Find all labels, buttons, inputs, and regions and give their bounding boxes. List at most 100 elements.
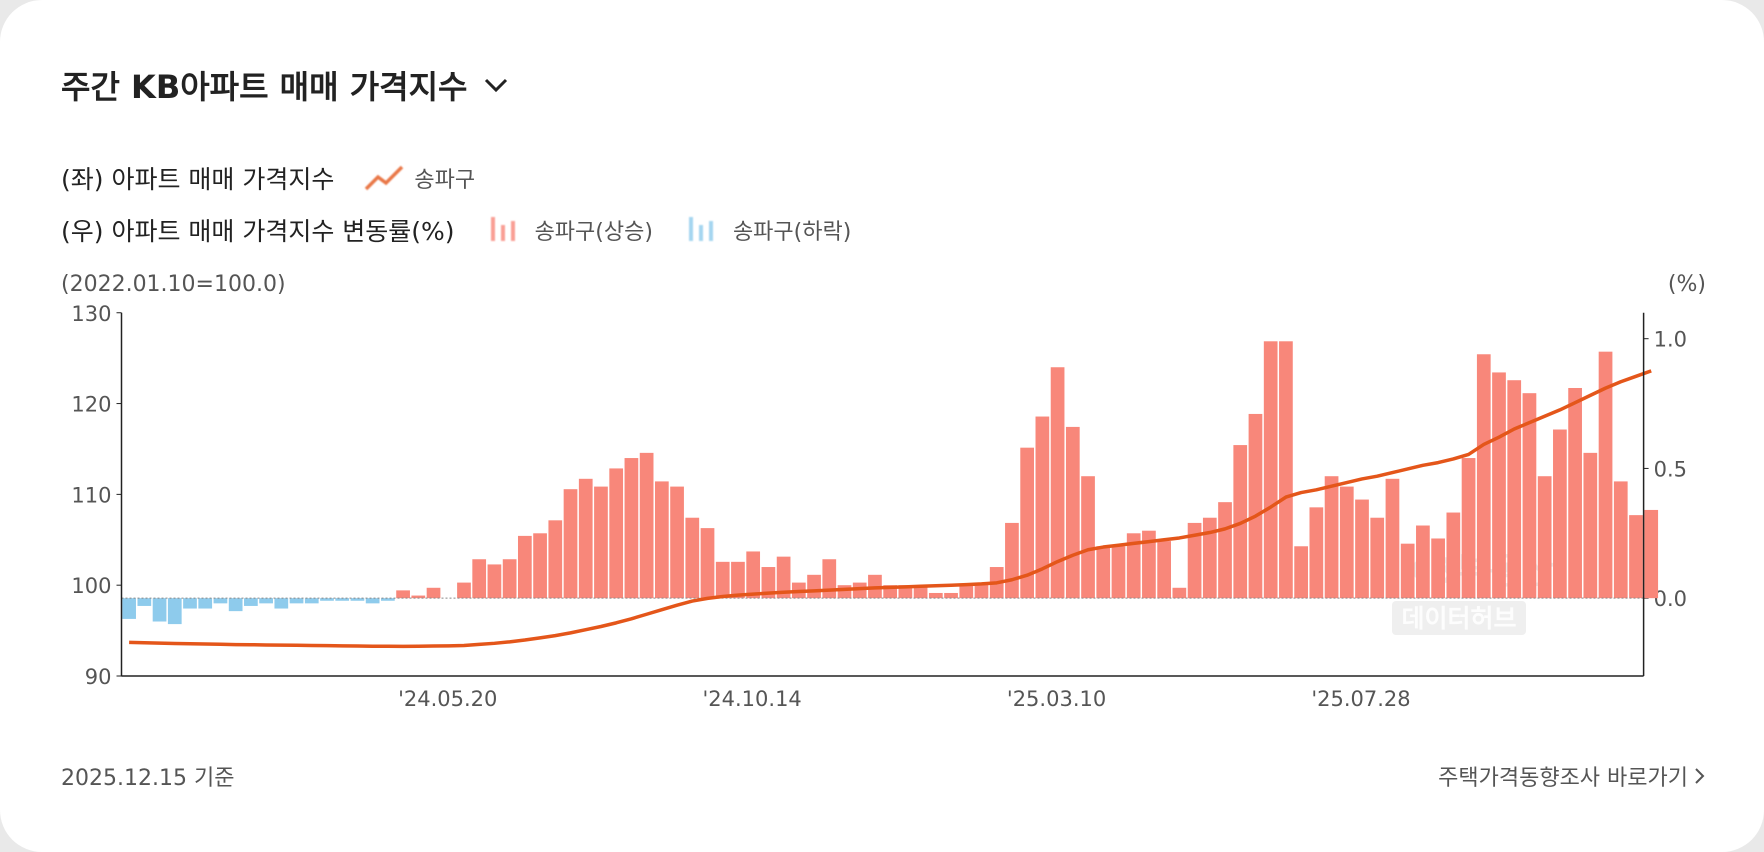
bar	[1492, 372, 1506, 599]
legend-bar	[708, 221, 713, 241]
bar	[1111, 546, 1126, 599]
bar	[198, 598, 213, 609]
bar	[731, 561, 745, 599]
legend-icon	[490, 217, 515, 241]
y2-tick-label: 0.5	[1654, 457, 1687, 481]
bar	[411, 595, 426, 599]
bar	[1126, 533, 1141, 599]
bar	[1035, 416, 1050, 599]
y-tick-label: 130	[71, 302, 111, 326]
bar	[1476, 354, 1491, 599]
bar	[974, 582, 989, 599]
bar	[1339, 486, 1354, 599]
bar	[365, 598, 380, 604]
bar	[913, 585, 928, 599]
legend-bar	[490, 217, 495, 241]
legend-item: 송파구	[364, 162, 475, 194]
legend-label: 송파구	[414, 168, 476, 193]
bar	[654, 481, 669, 599]
bar	[1446, 512, 1461, 599]
bar	[807, 574, 821, 599]
title-row[interactable]: 주간 KB아파트 매매 가격지수	[61, 62, 509, 108]
bar	[274, 598, 289, 609]
legend-bar	[698, 225, 703, 241]
bar	[1400, 543, 1415, 599]
x-tick-label: '25.07.28	[1311, 687, 1410, 711]
bar	[746, 551, 761, 599]
bar	[1187, 522, 1202, 599]
footer-link-text[interactable]: 주택가격동향조사 바로가기	[1438, 766, 1688, 791]
y-tick-label: 110	[71, 483, 111, 507]
legend-group: (좌) 아파트 매매 가격지수	[61, 165, 335, 194]
x-tick-label: '24.05.20	[398, 687, 497, 711]
y2-axis-unit: (%)	[1667, 272, 1706, 297]
bar	[594, 486, 608, 599]
bar	[822, 559, 837, 599]
bar	[639, 452, 654, 599]
bar	[304, 598, 319, 604]
bar	[944, 592, 958, 599]
footer-link[interactable]: 주택가격동향조사 바로가기	[1438, 760, 1706, 792]
bar	[1355, 499, 1369, 599]
bar	[1522, 393, 1537, 599]
y2-tick-label: 1.0	[1654, 328, 1687, 352]
bar	[670, 486, 684, 599]
bar	[1218, 502, 1232, 599]
legend-bar	[688, 217, 693, 241]
bar	[137, 598, 152, 606]
bar	[350, 598, 365, 601]
bar	[1020, 447, 1035, 599]
y2-tick-label: 0.0	[1654, 587, 1687, 611]
bar	[426, 587, 441, 599]
footer-date: 2025.12.15 기준	[61, 766, 235, 791]
watermark-box	[1392, 601, 1526, 635]
bar	[396, 590, 410, 599]
bar	[1248, 413, 1263, 599]
bar	[183, 598, 197, 609]
legend-icon	[365, 165, 404, 191]
legend-item: 송파구(하락)	[683, 214, 851, 246]
bar	[1202, 517, 1217, 599]
legend-group: (우) 아파트 매매 가격지수 변동률(%)	[61, 217, 455, 246]
bar	[244, 598, 258, 606]
bar	[563, 489, 578, 599]
bar	[1050, 367, 1065, 599]
bar	[381, 598, 395, 601]
bar	[1309, 507, 1324, 599]
bar	[289, 598, 304, 604]
bar	[1613, 481, 1628, 599]
bar	[700, 528, 715, 599]
legend-line	[365, 165, 404, 191]
title: 주간 KB아파트 매매 가격지수	[61, 68, 468, 106]
y-tick-label: 100	[71, 574, 111, 598]
bar	[320, 598, 334, 601]
bar	[1644, 509, 1659, 599]
bar	[776, 556, 791, 599]
bar	[1507, 380, 1522, 599]
x-tick-label: '24.10.14	[703, 687, 802, 711]
bar	[837, 585, 852, 599]
bar	[228, 598, 243, 612]
bar	[928, 592, 943, 599]
legend-label: 송파구(상승)	[534, 220, 653, 245]
bar	[959, 585, 974, 599]
bar	[1172, 587, 1187, 599]
bar	[1583, 452, 1598, 599]
bar	[1629, 515, 1643, 599]
bar	[1385, 478, 1400, 599]
bar	[335, 598, 350, 601]
bar	[548, 520, 563, 599]
dropdown-chevron[interactable]	[483, 75, 509, 95]
bar	[1461, 458, 1476, 599]
bar	[1096, 546, 1111, 599]
bar	[1005, 522, 1019, 599]
bar	[1157, 541, 1171, 599]
legend-item: 송파구(상승)	[485, 214, 653, 246]
watermark: 데이터허브	[1401, 604, 1516, 633]
bar	[259, 598, 273, 604]
bar	[1416, 525, 1430, 599]
legend-right: (우) 아파트 매매 가격지수 변동률(%) 송파구(상승) 송파구(하락)	[61, 212, 851, 248]
bar	[213, 598, 228, 604]
